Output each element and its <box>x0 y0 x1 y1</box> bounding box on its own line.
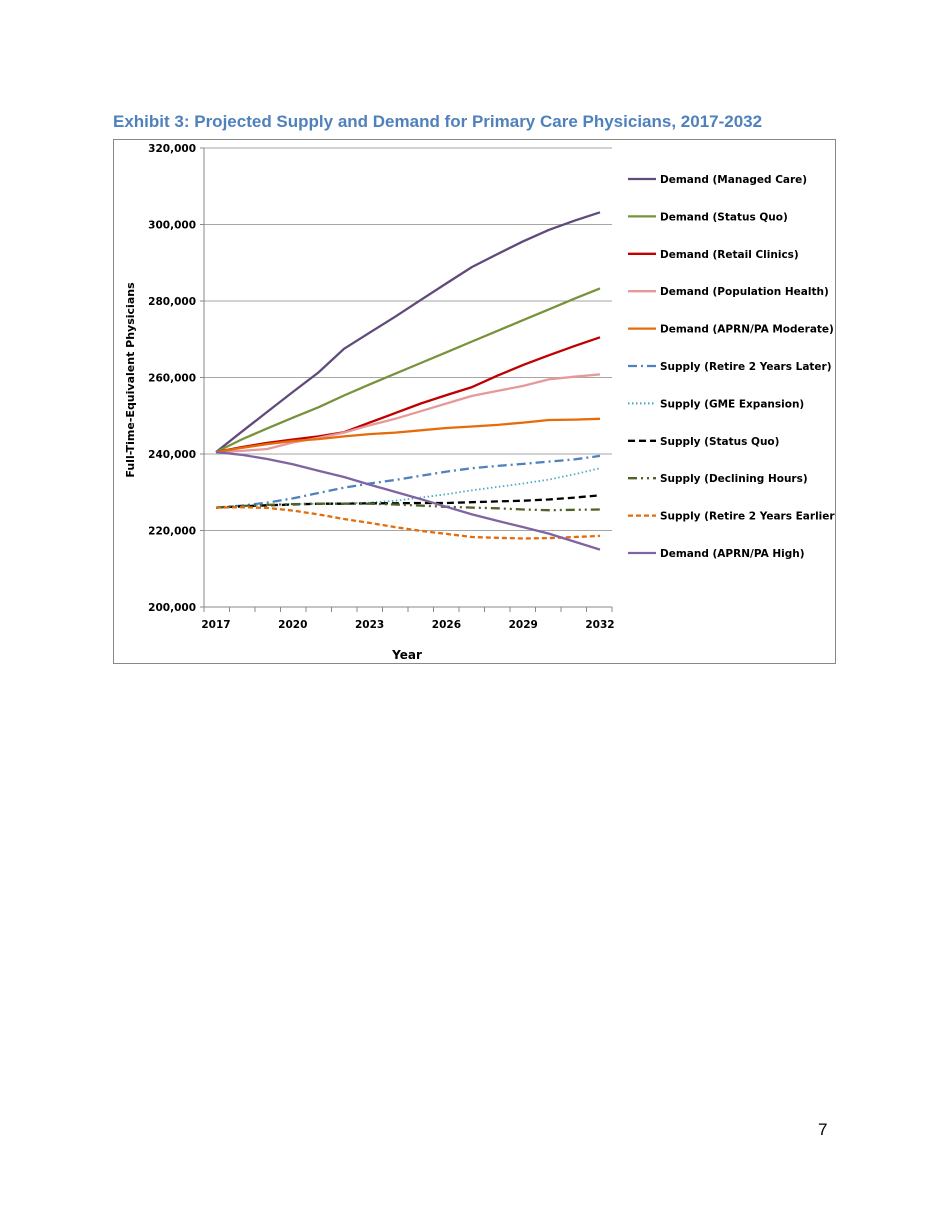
x-tick-label: 2023 <box>355 619 384 631</box>
legend-label: Demand (Population Health) <box>660 286 829 298</box>
y-tick-label: 220,000 <box>148 526 196 538</box>
legend-label: Demand (Status Quo) <box>660 211 788 223</box>
y-axis-label: Full-Time-Equivalent Physicians <box>124 282 137 478</box>
x-tick-label: 2032 <box>585 619 614 631</box>
x-tick-label: 2026 <box>432 619 461 631</box>
series-line-5 <box>215 454 601 509</box>
y-tick-label: 200,000 <box>148 602 196 614</box>
line-chart: 200,000 220,000 240,000 260,000 280,000 300,0… <box>124 143 839 662</box>
y-tick-label: 240,000 <box>148 449 196 461</box>
series-line-7 <box>215 494 601 509</box>
y-tick-label: 280,000 <box>148 296 196 308</box>
x-tick-label: 2017 <box>201 619 230 631</box>
y-tick-label: 320,000 <box>148 143 196 155</box>
series-line-2 <box>215 336 601 454</box>
legend-label: Supply (Retire 2 Years Earlier) <box>660 511 835 523</box>
series-line-1 <box>215 287 601 454</box>
page-number: 7 <box>818 1120 828 1139</box>
series-line-3 <box>215 373 601 454</box>
legend-label: Demand (Managed Care) <box>660 174 807 186</box>
chart-title: Exhibit 3: Projected Supply and Demand f… <box>113 112 763 131</box>
y-tick-label: 260,000 <box>148 373 196 385</box>
legend-label: Demand (APRN/PA Moderate) <box>660 324 834 336</box>
x-tick-label: 2020 <box>278 619 307 631</box>
legend-label: Supply (Retire 2 Years Later) <box>660 361 832 373</box>
series-line-8 <box>215 502 601 512</box>
legend-label: Demand (APRN/PA High) <box>660 548 805 560</box>
legend-label: Demand (Retail Clinics) <box>660 249 799 261</box>
x-tick-label: 2029 <box>509 619 538 631</box>
chart-container: 200,000 220,000 240,000 260,000 280,000 300,0… <box>113 139 839 664</box>
legend-label: Supply (Declining Hours) <box>660 473 808 485</box>
x-axis-label: Year <box>391 648 422 662</box>
legend-label: Supply (GME Expansion) <box>660 398 804 410</box>
series-line-0 <box>215 211 601 454</box>
y-tick-label: 300,000 <box>148 220 196 232</box>
series-line-4 <box>215 417 601 454</box>
legend-label: Supply (Status Quo) <box>660 436 779 448</box>
series-line-9 <box>215 506 601 540</box>
series-line-10 <box>215 450 601 551</box>
